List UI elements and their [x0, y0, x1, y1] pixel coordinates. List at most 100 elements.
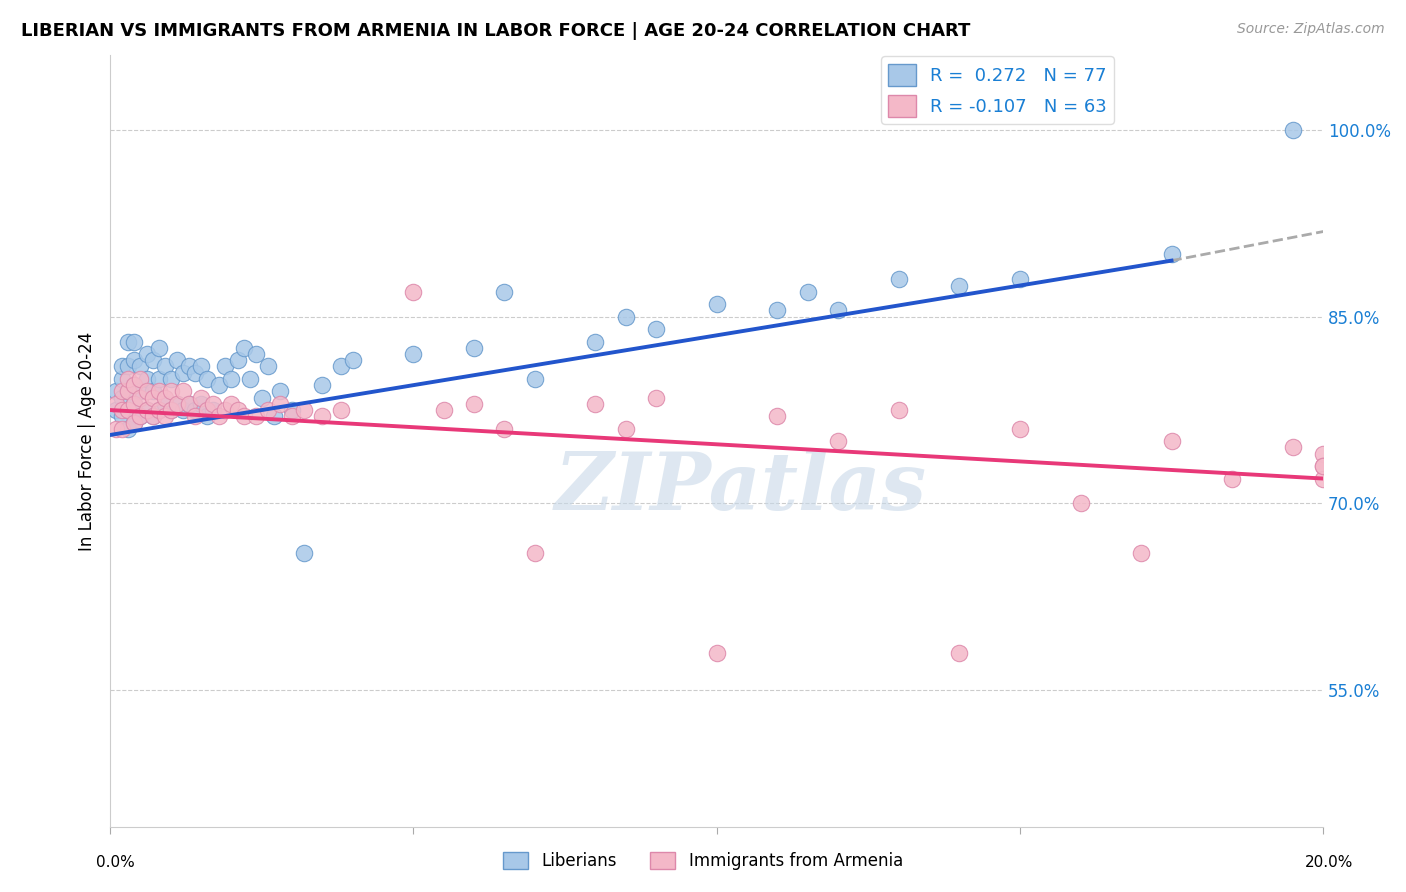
Point	[202, 403, 225, 417]
Point	[645, 322, 668, 336]
Point	[172, 366, 194, 380]
Point	[269, 384, 291, 399]
Point	[117, 372, 139, 386]
Point	[494, 285, 516, 299]
Point	[1008, 272, 1031, 286]
Point	[117, 422, 139, 436]
Point	[124, 416, 146, 430]
Point	[111, 409, 134, 424]
Point	[463, 341, 485, 355]
Point	[111, 403, 134, 417]
Point	[159, 403, 181, 417]
Point	[166, 397, 188, 411]
Point	[250, 391, 273, 405]
Point	[208, 409, 231, 424]
Point	[184, 403, 207, 417]
Point	[135, 347, 157, 361]
Point	[190, 397, 212, 411]
Point	[142, 353, 165, 368]
Point	[148, 403, 170, 417]
Point	[614, 422, 637, 436]
Point	[124, 378, 146, 392]
Point	[153, 397, 176, 411]
Point	[257, 359, 280, 374]
Point	[105, 403, 128, 417]
Point	[887, 272, 910, 286]
Point	[117, 334, 139, 349]
Point	[311, 378, 333, 392]
Point	[172, 384, 194, 399]
Point	[153, 391, 176, 405]
Point	[433, 403, 456, 417]
Point	[166, 397, 188, 411]
Point	[177, 397, 200, 411]
Point	[124, 416, 146, 430]
Point	[124, 334, 146, 349]
Point	[184, 409, 207, 424]
Point	[135, 403, 157, 417]
Point	[117, 384, 139, 399]
Point	[948, 278, 970, 293]
Point	[148, 384, 170, 399]
Point	[159, 372, 181, 386]
Point	[117, 403, 139, 417]
Point	[142, 409, 165, 424]
Point	[1312, 459, 1334, 474]
Text: ZIPatlas: ZIPatlas	[555, 449, 927, 526]
Point	[263, 409, 285, 424]
Point	[245, 347, 267, 361]
Point	[105, 384, 128, 399]
Legend: R =  0.272   N = 77, R = -0.107   N = 63: R = 0.272 N = 77, R = -0.107 N = 63	[882, 56, 1114, 124]
Point	[292, 403, 315, 417]
Point	[208, 378, 231, 392]
Point	[159, 384, 181, 399]
Point	[177, 397, 200, 411]
Point	[124, 378, 146, 392]
Point	[129, 391, 152, 405]
Point	[1312, 447, 1334, 461]
Point	[202, 397, 225, 411]
Point	[583, 334, 606, 349]
Point	[1312, 459, 1334, 474]
Point	[184, 366, 207, 380]
Point	[766, 303, 789, 318]
Point	[195, 409, 218, 424]
Text: Source: ZipAtlas.com: Source: ZipAtlas.com	[1237, 22, 1385, 37]
Point	[706, 297, 728, 311]
Point	[111, 391, 134, 405]
Point	[583, 397, 606, 411]
Point	[117, 403, 139, 417]
Point	[129, 359, 152, 374]
Point	[148, 403, 170, 417]
Point	[226, 353, 249, 368]
Point	[142, 391, 165, 405]
Point	[1008, 422, 1031, 436]
Point	[129, 384, 152, 399]
Point	[1220, 471, 1243, 485]
Point	[887, 403, 910, 417]
Point	[948, 646, 970, 660]
Point	[117, 359, 139, 374]
Point	[142, 384, 165, 399]
Point	[221, 397, 243, 411]
Point	[135, 403, 157, 417]
Point	[281, 403, 304, 417]
Point	[292, 546, 315, 560]
Point	[1312, 471, 1334, 485]
Point	[269, 397, 291, 411]
Text: LIBERIAN VS IMMIGRANTS FROM ARMENIA IN LABOR FORCE | AGE 20-24 CORRELATION CHART: LIBERIAN VS IMMIGRANTS FROM ARMENIA IN L…	[21, 22, 970, 40]
Point	[124, 353, 146, 368]
Point	[214, 359, 236, 374]
Point	[342, 353, 364, 368]
Point	[706, 646, 728, 660]
Point	[172, 403, 194, 417]
Point	[1160, 434, 1182, 449]
Point	[148, 341, 170, 355]
Point	[221, 372, 243, 386]
Point	[190, 391, 212, 405]
Point	[105, 397, 128, 411]
Point	[153, 359, 176, 374]
Point	[796, 285, 818, 299]
Point	[1281, 441, 1303, 455]
Point	[129, 409, 152, 424]
